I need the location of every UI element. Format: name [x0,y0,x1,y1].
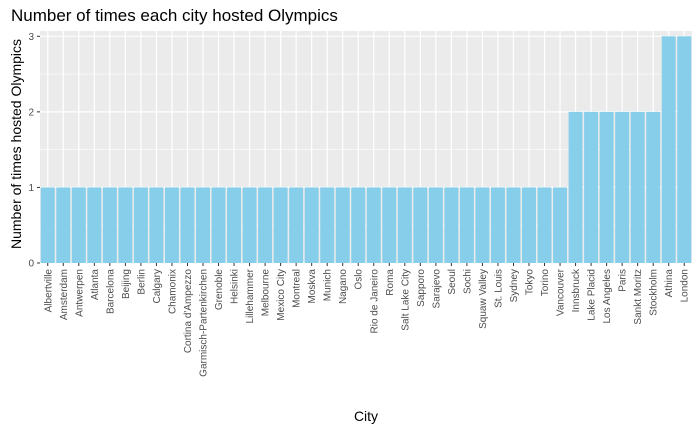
x-tick-label: Torino [540,269,551,297]
x-tick-label: Munich [323,269,334,301]
x-tick-label: Vancouver [556,268,567,316]
x-tick-label: Garmisch-Partenkirchen [199,269,210,377]
bar [211,187,226,263]
bar [289,187,304,263]
bar [40,187,55,263]
x-tick-label: London [680,269,691,302]
y-tick-label: 0 [28,259,34,270]
bar [490,187,505,263]
x-tick-label: Sochi [462,269,473,294]
x-tick-label: Moskva [307,269,318,304]
bar [646,111,661,264]
chart-title: Number of times each city hosted Olympic… [11,6,338,25]
x-tick-label: Mexico City [276,269,287,321]
bar [382,187,397,263]
x-axis-label: City [353,408,379,424]
x-tick-label: Barcelona [105,269,116,314]
bar [568,111,583,264]
x-tick-label: Montreal [292,269,303,308]
bar [615,111,630,264]
bar [630,111,645,264]
bar [599,111,614,264]
bar [444,187,459,263]
x-tick-label: Cortina d'Ampezzo [183,269,194,354]
bar [56,187,71,263]
bar [475,187,490,263]
x-tick-label: Sankt Moritz [633,269,644,325]
x-tick-label: Melbourne [261,269,272,317]
x-tick-label: Grenoble [214,269,225,311]
bar [133,187,148,263]
bar [661,36,676,263]
x-tick-label: Lillehammer [245,268,256,323]
y-tick-label: 1 [28,183,34,194]
bar [522,187,536,263]
x-tick-label: Beijing [121,269,132,299]
x-tick-label: Stockholm [649,269,660,316]
bar [196,187,210,263]
bar [537,187,552,263]
x-tick-label: Sydney [509,269,520,302]
bar [304,187,319,263]
x-tick-label: St. Louis [493,269,504,308]
x-tick-label: Sarajevo [431,269,442,309]
x-tick-label: Berlin [136,269,147,295]
bar [506,187,521,263]
bar [71,187,86,263]
x-tick-label: Tokyo [525,269,536,296]
bar [87,187,102,263]
bar [351,187,366,263]
x-tick-label: Antwerpen [74,269,85,317]
x-tick-label: Sapporo [416,269,427,307]
x-tick-label: Squaw Valley [478,269,489,329]
bar [335,187,350,263]
x-tick-label: Chamonix [167,269,178,314]
bar [227,187,242,263]
bar [366,187,381,263]
x-tick-label: Helsinki [230,269,241,304]
x-tick-label: Paris [618,269,629,292]
x-tick-label: Nagano [338,269,349,304]
bar [320,187,335,263]
x-tick-label: Calgary [152,269,163,303]
x-tick-label: Los Angeles [602,269,613,324]
x-tick-label: Albertville [43,269,54,313]
bar [164,187,179,263]
x-tick-label: Innsbruck [571,268,582,312]
x-tick-label: Amsterdam [59,269,70,320]
y-tick-label: 3 [28,32,34,43]
bar [273,187,288,263]
x-tick-label: Atlanta [90,269,101,301]
x-tick-label: Seoul [447,269,458,295]
x-tick-label: Lake Placid [587,269,598,321]
bar [459,187,474,263]
x-tick-label: Roma [385,269,396,296]
bar [428,187,443,263]
bar [584,111,599,264]
bar [149,187,164,263]
bar [397,187,412,263]
x-tick-label: Rio de Janeiro [369,269,380,334]
bar [242,187,257,263]
x-tick-label: Salt Lake City [400,269,411,331]
bar [258,187,273,263]
y-tick-label: 2 [28,107,34,118]
bar [102,187,117,263]
x-tick-label: Oslo [354,269,365,290]
x-tick-label: Athina [664,269,675,298]
plot-panel [40,31,692,263]
bar [553,187,568,263]
bar [180,187,195,263]
bar [118,187,133,263]
bar [677,36,692,263]
bar [413,187,428,263]
